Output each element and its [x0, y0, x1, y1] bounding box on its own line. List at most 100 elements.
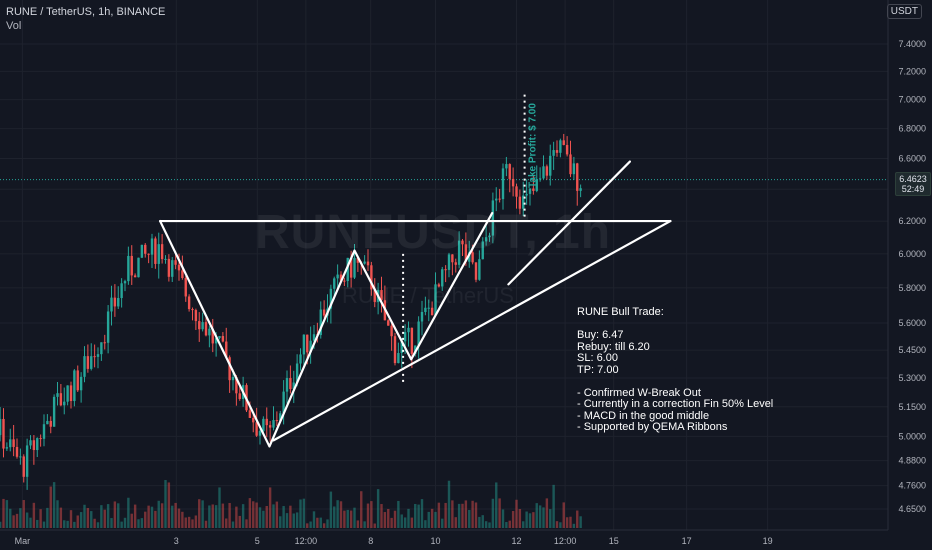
volume-bar [565, 517, 569, 528]
candle-body [66, 385, 69, 402]
volume-bar [329, 491, 333, 528]
candle-body [157, 244, 160, 264]
volume-bar [76, 515, 79, 528]
price-tick-label: 5.3000 [898, 373, 926, 383]
watermark-ticker: RUNEUSDT, 1h [255, 206, 612, 259]
candle-body [137, 257, 140, 278]
volume-bar [542, 507, 545, 528]
volume-bar [393, 510, 397, 528]
currency-badge[interactable]: USDT [886, 4, 922, 19]
volume-legend[interactable]: Vol [6, 20, 22, 32]
volume-bar [302, 498, 306, 528]
volume-bar [457, 503, 461, 528]
candle-body [552, 150, 555, 156]
candle-body [235, 376, 238, 394]
candlestick-series [0, 133, 582, 490]
volume-bar [228, 502, 231, 528]
volume-bar [559, 522, 562, 528]
volume-bar [451, 500, 454, 528]
volume-bar [184, 517, 187, 528]
volume-bar [343, 510, 346, 528]
candle-body [380, 290, 383, 301]
price-tick-label: 6.2000 [898, 216, 926, 226]
candle-body [147, 253, 150, 255]
candle-body [0, 418, 2, 436]
price-tick-label: 4.6500 [898, 504, 926, 514]
candle-body [495, 198, 498, 201]
volume-bar [120, 521, 123, 528]
candle-body [22, 456, 25, 477]
volume-bar [427, 511, 430, 528]
candle-body [538, 178, 542, 180]
candle-body [32, 440, 36, 451]
candle-body [498, 198, 501, 200]
volume-bar [231, 521, 235, 528]
candle-body [140, 244, 144, 258]
volume-bar [160, 503, 164, 528]
candle-body [96, 354, 100, 357]
volume-bar [484, 521, 488, 528]
volume-bar [258, 507, 262, 528]
candle-body [549, 155, 552, 176]
volume-bar [353, 507, 356, 528]
volume-bar [164, 480, 167, 528]
volume-bar [238, 515, 241, 528]
volume-bar [464, 500, 468, 528]
volume-bar [447, 480, 451, 528]
note-line: TP: 7.00 [577, 363, 619, 376]
candle-body [150, 238, 154, 255]
volume-bar [198, 499, 201, 528]
candle-body [528, 188, 532, 194]
candle-body [255, 422, 258, 436]
candle-body [430, 307, 434, 316]
time-tick-label: 15 [609, 536, 619, 546]
candle-body [252, 417, 255, 423]
candle-body [441, 269, 444, 287]
chart-header: RUNE / TetherUS, 1h, BINANCE Vol [6, 5, 165, 33]
candle-body [468, 252, 471, 262]
candle-body [329, 288, 333, 309]
symbol-title[interactable]: RUNE / TetherUS, 1h, BINANCE [6, 6, 166, 18]
volume-bar [93, 518, 96, 528]
candle-body [167, 258, 171, 277]
volume-bar [299, 499, 302, 528]
candle-body [397, 353, 400, 364]
volume-bar [211, 504, 214, 528]
candle-body [214, 338, 218, 344]
candle-body [225, 341, 228, 358]
volume-bar [12, 515, 15, 528]
volume-bar [9, 508, 12, 528]
w-pattern [159, 211, 494, 448]
volume-bar [498, 498, 501, 528]
volume-bar [110, 518, 113, 528]
price-tick-label: 7.0000 [898, 95, 926, 105]
candle-body [464, 244, 468, 262]
trade-note[interactable]: RUNE Bull Trade: Buy: 6.47 Rebuy: till 6.… [577, 306, 773, 434]
note-line: Buy: 6.47 [577, 329, 624, 341]
volume-bar [73, 521, 76, 528]
candle-body [336, 274, 339, 279]
candle-body [292, 382, 295, 390]
volume-bar [123, 517, 127, 528]
time-tick-label: 5 [255, 536, 260, 546]
candle-body [349, 257, 353, 278]
volume-bar [511, 511, 515, 528]
volume-bar [214, 505, 218, 528]
volume-bar [174, 502, 177, 528]
candle-body [130, 255, 133, 276]
volume-bar [430, 508, 434, 528]
candle-body [346, 257, 349, 282]
candle-body [343, 280, 346, 282]
volume-bar [154, 510, 157, 528]
candle-body [19, 456, 22, 458]
candle-body [474, 262, 478, 280]
chart-grid [0, 0, 888, 530]
candle-body [272, 420, 275, 428]
volume-bar [363, 521, 366, 528]
volume-bar [373, 523, 376, 528]
candle-body [319, 309, 322, 336]
candle-body [76, 370, 79, 391]
candle-body [370, 265, 373, 290]
volume-bar [481, 515, 484, 528]
